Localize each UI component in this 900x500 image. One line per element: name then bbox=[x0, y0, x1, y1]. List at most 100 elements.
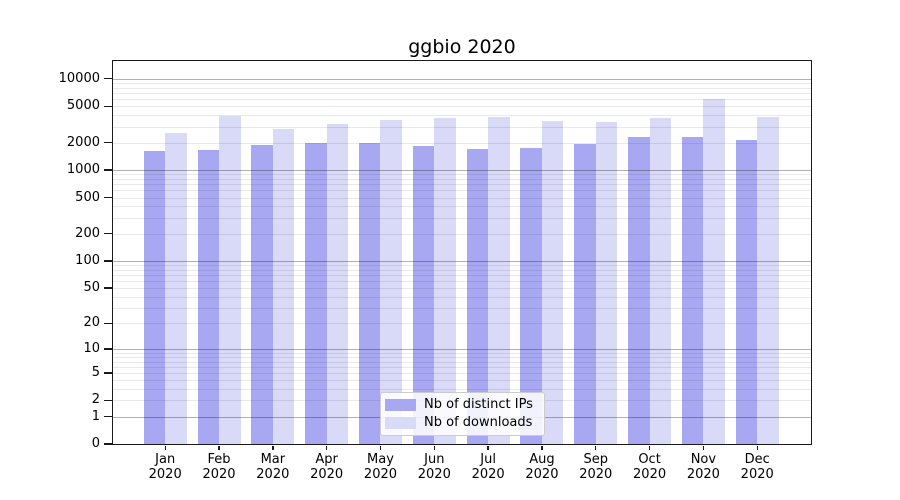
x-tick-label-feb: Feb 2020 bbox=[191, 452, 247, 482]
bar-downloads-mar bbox=[272, 128, 295, 444]
bar-downloads-apr bbox=[326, 123, 349, 444]
bar-distinct-ips-jan bbox=[143, 151, 166, 444]
x-tick-label-jul: Jul 2020 bbox=[460, 452, 516, 482]
month-name: Jan bbox=[155, 452, 176, 467]
bar-downloads-may bbox=[380, 119, 402, 444]
y-tick-mark bbox=[104, 322, 112, 324]
x-tick-mark bbox=[648, 445, 651, 450]
y-tick-label: 0 bbox=[91, 436, 100, 451]
month-year: 2020 bbox=[471, 467, 505, 482]
month-year: 2020 bbox=[686, 467, 720, 482]
bar-distinct-ips-oct bbox=[628, 137, 650, 444]
y-tick-mark bbox=[104, 372, 112, 374]
month-year: 2020 bbox=[633, 467, 667, 482]
x-tick-label-mar: Mar 2020 bbox=[245, 452, 301, 482]
legend: Nb of distinct IPs Nb of downloads bbox=[380, 392, 545, 436]
month-name: Dec bbox=[744, 452, 770, 467]
y-tick-mark bbox=[104, 196, 112, 199]
bar-downloads-jun bbox=[434, 118, 456, 444]
x-tick-mark bbox=[325, 445, 328, 450]
x-tick-label-may: May 2020 bbox=[352, 452, 408, 482]
y-tick-mark bbox=[104, 443, 112, 445]
y-tick-label: 10000 bbox=[58, 70, 100, 86]
month-year: 2020 bbox=[579, 467, 613, 482]
minor-gridline bbox=[113, 92, 811, 94]
month-year: 2020 bbox=[363, 467, 398, 482]
y-tick-label: 500 bbox=[75, 189, 100, 205]
x-tick-mark bbox=[756, 445, 758, 450]
month-year: 2020 bbox=[148, 467, 182, 482]
legend-label-downloads: Nb of downloads bbox=[424, 415, 533, 430]
x-tick-label-oct: Oct 2020 bbox=[622, 452, 678, 482]
legend-item-downloads: Nb of downloads bbox=[385, 415, 544, 431]
bar-downloads-nov bbox=[703, 98, 725, 444]
bar-distinct-ips-jul bbox=[466, 148, 489, 444]
plot-area bbox=[113, 61, 811, 444]
month-year: 2020 bbox=[256, 467, 290, 482]
x-tick-mark bbox=[272, 445, 274, 450]
y-tick-label: 100 bbox=[75, 253, 100, 268]
month-name: Apr bbox=[315, 452, 338, 467]
month-name: Oct bbox=[638, 452, 661, 467]
y-tick-label: 1 bbox=[91, 408, 100, 424]
y-tick-mark bbox=[104, 105, 112, 107]
y-tick-label: 5 bbox=[91, 364, 100, 380]
chart-title: ggbio 2020 bbox=[408, 36, 516, 58]
month-name: Sep bbox=[583, 452, 608, 467]
y-tick-mark bbox=[104, 399, 112, 402]
bar-downloads-aug bbox=[541, 120, 564, 444]
bar-distinct-ips-dec bbox=[735, 139, 758, 444]
month-name: Feb bbox=[207, 452, 231, 467]
x-tick-mark bbox=[379, 445, 382, 450]
legend-label-distinct-ips: Nb of distinct IPs bbox=[424, 397, 533, 412]
bar-distinct-ips-mar bbox=[251, 144, 273, 444]
y-tick-mark bbox=[104, 348, 112, 350]
bar-distinct-ips-nov bbox=[681, 136, 704, 444]
y-tick-mark bbox=[104, 287, 112, 289]
month-year: 2020 bbox=[310, 467, 344, 482]
x-tick-label-dec: Dec 2020 bbox=[729, 452, 785, 482]
minor-gridline bbox=[113, 87, 811, 89]
y-tick-label: 1000 bbox=[66, 162, 100, 178]
bar-distinct-ips-feb bbox=[197, 149, 220, 444]
y-tick-mark bbox=[104, 78, 112, 80]
bar-distinct-ips-sep bbox=[574, 144, 596, 444]
legend-swatch-distinct-ips bbox=[385, 399, 416, 411]
y-tick-mark bbox=[104, 141, 112, 144]
month-name: Nov bbox=[690, 452, 717, 467]
x-tick-mark bbox=[164, 445, 166, 450]
month-name: Jun bbox=[424, 452, 445, 467]
x-tick-label-jan: Jan 2020 bbox=[137, 452, 193, 482]
y-tick-mark bbox=[104, 260, 112, 262]
bar-downloads-sep bbox=[595, 122, 618, 444]
minor-gridline bbox=[113, 82, 811, 84]
x-tick-mark bbox=[433, 445, 435, 450]
bar-distinct-ips-aug bbox=[520, 147, 542, 444]
y-tick-label: 200 bbox=[75, 225, 100, 241]
month-name: Jul bbox=[480, 452, 496, 467]
bar-distinct-ips-apr bbox=[305, 143, 327, 444]
y-tick-label: 5000 bbox=[66, 98, 100, 114]
y-tick-label: 10 bbox=[83, 340, 100, 356]
y-tick-mark bbox=[104, 233, 112, 235]
bar-downloads-jul bbox=[488, 116, 510, 444]
month-name: May bbox=[367, 452, 394, 467]
month-year: 2020 bbox=[202, 467, 236, 482]
x-tick-label-nov: Nov 2020 bbox=[675, 452, 731, 482]
bar-downloads-jan bbox=[165, 133, 187, 444]
month-year: 2020 bbox=[525, 467, 559, 482]
bar-downloads-feb bbox=[219, 115, 241, 444]
bar-downloads-dec bbox=[757, 116, 779, 444]
x-tick-label-aug: Aug 2020 bbox=[514, 452, 570, 482]
y-tick-mark bbox=[104, 169, 112, 171]
x-tick-mark bbox=[595, 445, 597, 450]
legend-swatch-downloads bbox=[385, 417, 416, 429]
month-name: Aug bbox=[529, 452, 555, 467]
month-year: 2020 bbox=[417, 467, 451, 482]
x-tick-label-sep: Sep 2020 bbox=[568, 452, 624, 482]
x-tick-label-apr: Apr 2020 bbox=[299, 452, 355, 482]
month-year: 2020 bbox=[740, 467, 774, 482]
y-tick-label: 20 bbox=[83, 315, 100, 331]
bar-distinct-ips-may bbox=[358, 142, 381, 444]
